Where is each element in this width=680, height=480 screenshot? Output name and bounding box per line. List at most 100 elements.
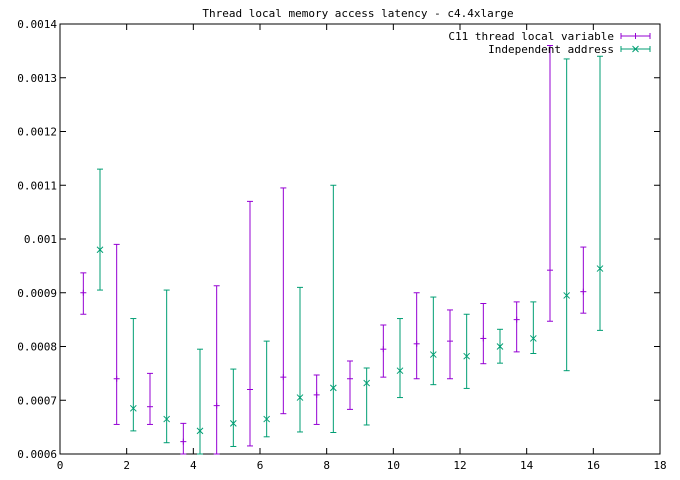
data-point-marker (580, 288, 587, 295)
error-bar-point (296, 286, 304, 433)
marker-stroke (363, 379, 371, 387)
error-bar-point (429, 296, 437, 386)
data-point-marker (413, 340, 420, 347)
error-bar-point (563, 58, 571, 372)
data-point-marker (213, 402, 220, 409)
marker-stroke (463, 352, 471, 360)
data-point-marker (632, 45, 639, 53)
data-point-marker (347, 375, 353, 382)
data-point-marker (429, 351, 437, 358)
error-bar-point (380, 324, 387, 378)
x-tick-label: 16 (587, 459, 600, 472)
y-tick-label: 0.001 (24, 233, 57, 246)
error-bar-point (480, 303, 487, 365)
data-point-marker (129, 404, 137, 412)
error-bar-point (113, 243, 120, 425)
error-bar-point (263, 340, 271, 438)
error-bar-point (596, 55, 604, 331)
x-tick-label: 14 (520, 459, 534, 472)
error-bar-point (396, 318, 404, 399)
y-tick-label: 0.0007 (17, 394, 57, 407)
error-bar-point (413, 292, 420, 380)
error-bar-point (80, 272, 87, 315)
y-tick-label: 0.0011 (17, 179, 57, 192)
x-tick-label: 8 (323, 459, 330, 472)
y-tick-label: 0.0013 (17, 72, 57, 85)
error-bar-point (129, 318, 137, 432)
chart-title: Thread local memory access latency - c4.… (202, 7, 513, 20)
error-bar-point (229, 368, 237, 447)
marker-stroke (596, 265, 604, 272)
x-tick-label: 10 (387, 459, 400, 472)
data-point-marker (363, 379, 371, 387)
marker-stroke (296, 394, 304, 401)
data-point-marker (247, 386, 253, 393)
marker-stroke (263, 415, 271, 423)
x-tick-label: 18 (653, 459, 666, 472)
marker-stroke (196, 427, 204, 435)
error-bar-point (213, 285, 220, 455)
error-bar-point (463, 313, 471, 389)
data-point-marker (380, 346, 387, 353)
marker-stroke (632, 45, 639, 53)
legend-item: C11 thread local variable (448, 30, 651, 43)
data-point-marker (263, 415, 271, 423)
data-point-marker (280, 374, 287, 381)
error-bar-point (513, 301, 520, 353)
marker-stroke (496, 343, 504, 350)
series-layer (80, 45, 604, 455)
data-point-marker (632, 33, 639, 39)
error-bar-point (180, 422, 187, 455)
marker-stroke (229, 420, 237, 427)
error-bar-point (196, 348, 204, 455)
marker-stroke (563, 292, 571, 299)
data-point-marker (313, 391, 320, 398)
x-axis: 0 2 4 6 8 10 12 14 16 18 (57, 24, 667, 472)
error-bar-point (96, 168, 104, 291)
data-point-marker (329, 384, 337, 392)
data-point-marker (563, 292, 571, 299)
marker-stroke (396, 367, 404, 375)
y-tick-label: 0.0008 (17, 341, 57, 354)
error-bar-point (347, 360, 353, 410)
x-tick-label: 4 (190, 459, 197, 472)
error-bar-point (247, 200, 253, 447)
error-bar-point (147, 372, 153, 425)
x-tick-label: 0 (57, 459, 64, 472)
error-bar-point (329, 184, 337, 433)
error-bar-point (447, 309, 453, 380)
data-point-marker (180, 438, 187, 445)
y-tick-label: 0.0014 (17, 18, 57, 31)
data-point-marker (447, 338, 453, 345)
data-point-marker (396, 367, 404, 375)
y-tick-label: 0.0006 (17, 448, 57, 461)
data-point-marker (147, 403, 153, 410)
data-point-marker (96, 246, 104, 254)
legend-label: Independent address (488, 43, 614, 56)
x-tick-label: 6 (257, 459, 264, 472)
data-point-marker (196, 427, 204, 435)
y-axis: 0.0006 0.0007 0.0008 0.0009 0.001 0.0011 0.001… (17, 18, 660, 461)
y-tick-label: 0.0012 (17, 126, 57, 139)
marker-stroke (129, 404, 137, 412)
data-point-marker (463, 352, 471, 360)
x-tick-label: 2 (123, 459, 130, 472)
marker-stroke (429, 351, 437, 358)
error-bar-point (580, 246, 587, 314)
error-bar-point (313, 374, 320, 425)
legend-label: C11 thread local variable (448, 30, 614, 43)
data-point-marker (113, 375, 120, 382)
legend-item: Independent address (488, 43, 651, 56)
y-tick-label: 0.0009 (17, 287, 57, 300)
series-c11-thread-local-variable (80, 45, 587, 455)
data-point-marker (163, 415, 171, 423)
data-point-marker (229, 420, 237, 427)
data-point-marker (547, 267, 553, 274)
error-bar-point (547, 45, 553, 322)
marker-stroke (329, 384, 337, 392)
x-tick-label: 12 (453, 459, 466, 472)
data-point-marker (513, 316, 520, 323)
data-point-marker (296, 394, 304, 401)
